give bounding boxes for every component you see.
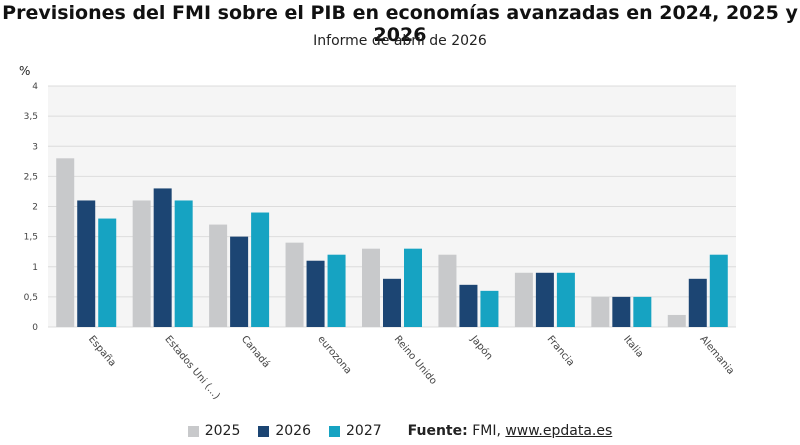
bar-2025[interactable]	[209, 224, 228, 327]
legend-item-2025[interactable]: 2025	[187, 423, 241, 439]
bar-2027[interactable]	[709, 254, 728, 327]
bar-2025[interactable]	[591, 296, 610, 327]
source-text: FMI,	[472, 423, 501, 439]
bar-2026[interactable]	[383, 278, 401, 327]
legend: 2025 2026 2027 Fuente: FMI, www.epdata.e…	[0, 420, 800, 442]
bar-2025[interactable]	[56, 158, 75, 327]
bar-2026[interactable]	[230, 236, 249, 327]
bar-2027[interactable]	[556, 272, 575, 327]
bar-2027[interactable]	[480, 290, 499, 327]
x-tick-label: eurozona	[315, 334, 353, 377]
y-axis: 0 0,5 1 1,5 2 2,5 3 3,5 4	[24, 82, 39, 333]
legend-item-2026[interactable]: 2026	[258, 423, 311, 439]
chart-subtitle: Informe de abril de 2026	[313, 33, 487, 49]
bar-2027[interactable]	[633, 296, 652, 327]
bar-2026[interactable]	[688, 278, 707, 327]
legend-swatch	[187, 425, 199, 437]
y-tick-label: 3,5	[24, 112, 38, 122]
legend-swatch	[329, 425, 340, 437]
y-axis-label: %	[19, 64, 30, 78]
legend-item-2027[interactable]: 2027	[329, 423, 382, 439]
bar-2027[interactable]	[404, 248, 422, 327]
x-tick-label: Canadá	[239, 333, 273, 370]
bar-2026[interactable]	[535, 272, 554, 327]
bar-2025[interactable]	[438, 254, 457, 327]
legend-swatch	[258, 425, 270, 437]
x-tick-label: Japón	[468, 332, 496, 362]
bar-2025[interactable]	[132, 200, 151, 327]
x-tick-label: Estados Uni (...)	[162, 334, 222, 402]
x-tick-label: Reino Unido	[392, 334, 439, 387]
source-label: Fuente:	[407, 423, 468, 439]
x-axis: España Estados Uni (...) Canadá eurozona Rei…	[86, 332, 736, 401]
legend-label: 2026	[275, 423, 311, 439]
bar-2025[interactable]	[667, 314, 686, 327]
bar-2026[interactable]	[459, 284, 478, 327]
y-tick-label: 0,5	[24, 293, 38, 303]
bar-2026[interactable]	[306, 260, 325, 327]
bar-2025[interactable]	[362, 248, 380, 327]
bar-2027[interactable]	[251, 212, 270, 327]
bar-2027[interactable]	[98, 218, 117, 327]
x-tick-label: Francia	[545, 334, 577, 369]
chart-title: Previsiones del FMI sobre el PIB en econ…	[2, 2, 798, 46]
legend-label: 2025	[204, 423, 241, 439]
x-tick-label: España	[86, 334, 118, 369]
x-tick-label: Alemania	[697, 334, 736, 377]
bar-2025[interactable]	[285, 242, 304, 327]
y-tick-label: 4	[32, 82, 38, 92]
y-tick-label: 3	[32, 142, 38, 152]
source-link[interactable]: www.epdata.es	[505, 423, 613, 439]
legend-label: 2027	[346, 423, 382, 439]
y-tick-label: 1	[32, 263, 38, 273]
x-tick-label: Italia	[621, 334, 645, 360]
y-tick-label: 2	[32, 203, 38, 213]
bars	[56, 158, 728, 327]
y-tick-label: 0	[32, 323, 38, 333]
bar-chart: 0 0,5 1 1,5 2 2,5 3 3,5 4 España Estados Uni (...…	[19, 64, 736, 402]
bar-2025[interactable]	[514, 272, 533, 327]
bar-2026[interactable]	[612, 296, 631, 327]
source-note: Fuente: FMI, www.epdata.es	[408, 423, 613, 439]
y-tick-label: 2,5	[24, 172, 38, 182]
bar-2026[interactable]	[77, 200, 96, 327]
bar-2026[interactable]	[153, 188, 172, 327]
y-tick-label: 1,5	[24, 233, 38, 243]
bar-2027[interactable]	[327, 254, 346, 327]
bar-2027[interactable]	[174, 200, 193, 327]
